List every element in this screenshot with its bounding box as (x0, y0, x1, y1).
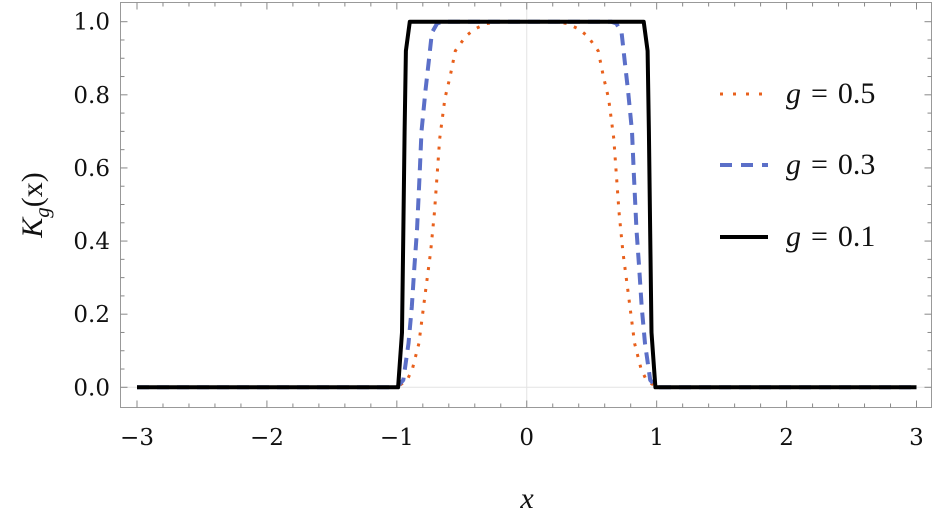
series-line-g-0.3 (137, 19, 917, 390)
legend-label: g = 0.5 (786, 77, 875, 110)
tick-labels: −3 −2 −1 0 1 2 3 0.0 0.2 0.4 0.6 0.8 1.0 (73, 10, 923, 451)
y-tick-label: 0.6 (73, 156, 110, 182)
y-tick-label: 1.0 (73, 10, 110, 36)
series-group (137, 19, 917, 390)
x-tick-label: 0 (519, 425, 534, 451)
y-tick-label: 0.0 (73, 375, 110, 401)
series-line-g-0.1 (137, 19, 917, 390)
legend: g = 0.5 g = 0.3 g = 0.1 (720, 77, 875, 253)
x-tick-label: 1 (649, 425, 664, 451)
x-tick-label: −2 (250, 425, 284, 451)
y-tick-label: 0.8 (73, 83, 110, 109)
y-tick-label: 0.2 (73, 302, 110, 328)
plot-frame (120, 2, 932, 408)
zero-lines (120, 2, 932, 408)
ticks (120, 2, 932, 408)
x-tick-label: −3 (120, 425, 154, 451)
y-axis-label: Kg(x) (16, 172, 54, 239)
x-tick-label: 2 (779, 425, 794, 451)
legend-label: g = 0.1 (786, 220, 875, 253)
legend-label: g = 0.3 (786, 148, 875, 181)
x-tick-label: −1 (380, 425, 414, 451)
x-axis-label: x (519, 482, 534, 515)
x-tick-label: 3 (909, 425, 924, 451)
y-tick-label: 0.4 (73, 229, 110, 255)
